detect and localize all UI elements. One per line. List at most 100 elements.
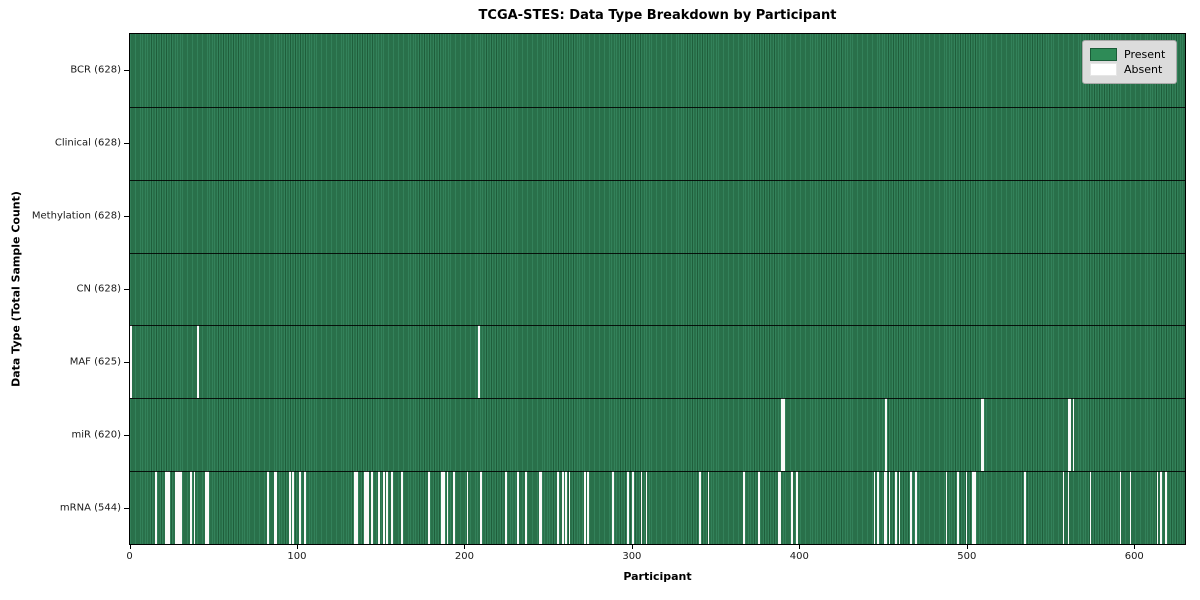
absent-stripe — [885, 471, 887, 544]
absent-stripe — [562, 471, 564, 544]
absent-stripe — [428, 471, 430, 544]
heatmap-row-methylation — [130, 179, 1185, 253]
x-tick-label: 200 — [454, 551, 474, 562]
chart-title: TCGA-STES: Data Type Breakdown by Partic… — [478, 8, 837, 23]
absent-stripe — [401, 471, 403, 544]
absent-stripe — [898, 471, 901, 544]
absent-stripe — [972, 471, 974, 544]
absent-stripe — [366, 471, 368, 544]
absent-stripe — [910, 471, 913, 544]
absent-stripe — [915, 471, 918, 544]
absent-stripe — [781, 398, 784, 472]
absent-stripe — [883, 471, 886, 544]
absent-stripe — [540, 471, 542, 544]
legend: Present Absent — [1082, 40, 1177, 84]
absent-stripe — [274, 471, 276, 544]
absent-stripe — [516, 471, 519, 544]
absent-stripe — [876, 471, 879, 544]
y-tick-label-mrna: mRNA (544) — [59, 502, 121, 514]
y-tick-mark — [124, 361, 129, 363]
absent-stripe — [557, 471, 559, 544]
y-tick-label-methylation: Methylation (628) — [31, 210, 121, 222]
absent-stripe — [367, 471, 370, 544]
absent-stripe — [974, 471, 976, 544]
absent-stripe — [391, 471, 393, 544]
present-swatch — [1090, 48, 1117, 61]
absent-stripe — [443, 471, 445, 544]
absent-stripe — [207, 471, 209, 544]
absent-stripe — [205, 471, 208, 544]
absent-stripe — [895, 471, 897, 544]
legend-item-present: Present — [1090, 48, 1168, 61]
absent-stripe — [1067, 398, 1070, 472]
absent-stripe — [565, 471, 568, 544]
absent-stripe — [1024, 471, 1026, 544]
heatmap-row-mir — [130, 398, 1185, 472]
absent-stripe — [612, 471, 614, 544]
absent-stripe — [640, 471, 643, 544]
absent-stripe — [168, 471, 171, 544]
row-divider — [130, 179, 1185, 181]
absent-stripe — [965, 471, 968, 544]
absent-stripe — [175, 471, 177, 544]
absent-stripe — [1164, 471, 1167, 544]
absent-stripe — [757, 471, 760, 544]
x-tick-label: 500 — [957, 551, 977, 562]
y-tick-mark — [124, 434, 129, 436]
absent-stripe — [1159, 471, 1162, 544]
absent-stripe — [699, 471, 702, 544]
absent-stripe — [479, 471, 482, 544]
absent-stripe — [371, 471, 373, 544]
x-tick-mark — [296, 545, 298, 549]
x-tick-mark — [1134, 545, 1136, 549]
y-tick-mark — [124, 143, 129, 145]
absent-stripe — [441, 471, 444, 544]
absent-stripe — [957, 471, 959, 544]
absent-stripe — [1129, 471, 1132, 544]
legend-item-absent: Absent — [1090, 63, 1168, 76]
absent-stripe — [505, 471, 507, 544]
x-tick-mark — [464, 545, 466, 549]
x-axis-label: Participant — [623, 570, 692, 583]
absent-stripe — [377, 471, 380, 544]
absent-stripe — [783, 398, 785, 472]
absent-stripe — [791, 471, 794, 544]
x-tick-mark — [799, 545, 801, 549]
y-tick-mark — [124, 216, 129, 218]
absent-stripe — [446, 471, 449, 544]
absent-stripe — [1119, 471, 1122, 544]
absent-stripe — [356, 471, 358, 544]
legend-label-present: Present — [1124, 48, 1166, 61]
absent-stripe — [196, 325, 199, 399]
y-tick-label-clinical: Clinical (628) — [54, 137, 121, 149]
absent-stripe — [130, 325, 132, 399]
absent-stripe — [525, 471, 527, 544]
x-tick-mark — [129, 545, 131, 549]
absent-stripe — [627, 471, 630, 544]
absent-stripe — [176, 471, 179, 544]
row-divider — [130, 398, 1185, 400]
y-tick-label-cn: CN (628) — [76, 283, 121, 295]
absent-stripe — [568, 471, 571, 544]
absent-stripe — [778, 471, 780, 544]
absent-stripe — [1072, 398, 1075, 472]
plot-area — [129, 33, 1186, 545]
absent-stripe — [193, 471, 196, 544]
legend-label-absent: Absent — [1124, 63, 1163, 76]
absent-stripe — [178, 471, 181, 544]
heatmap-row-bcr — [130, 34, 1185, 107]
y-tick-mark — [124, 507, 129, 509]
row-divider — [130, 106, 1185, 108]
heatmap-row-clinical — [130, 106, 1185, 180]
y-tick-label-maf: MAF (625) — [69, 356, 121, 368]
absent-stripe — [742, 471, 745, 544]
x-tick-mark — [966, 545, 968, 549]
absent-stripe — [267, 471, 269, 544]
heatmap-row-mrna — [130, 471, 1185, 544]
row-divider — [130, 471, 1185, 473]
absent-stripe — [289, 471, 291, 544]
absent-stripe — [166, 471, 169, 544]
absent-stripe — [1156, 471, 1159, 544]
absent-stripe — [190, 471, 192, 544]
